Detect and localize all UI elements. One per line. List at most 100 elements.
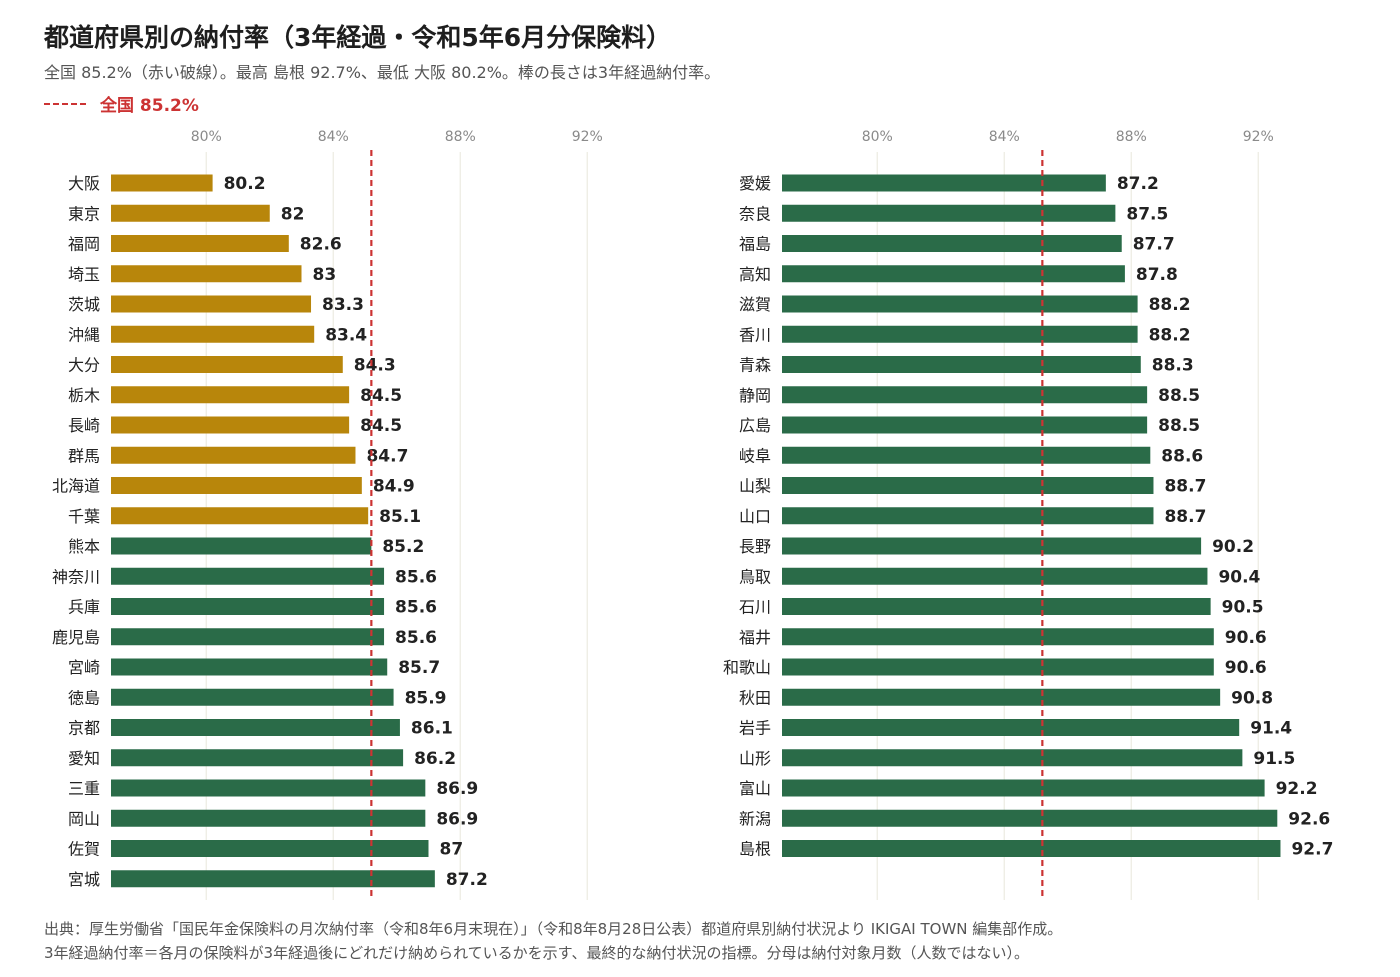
bar-広島 <box>782 416 1148 434</box>
category-label: 長野 <box>739 537 771 556</box>
category-label: 北海道 <box>52 477 100 496</box>
category-label: 広島 <box>739 416 771 435</box>
value-label: 87.7 <box>1133 235 1175 255</box>
value-label: 83.4 <box>325 325 367 345</box>
value-label: 87.8 <box>1136 265 1178 285</box>
value-label: 90.6 <box>1225 658 1267 678</box>
footer-notes: 出典：厚生労働省「国民年金保険料の月次納付率（令和8年6月末現在）」（令和8年8… <box>44 917 1062 965</box>
bar-宮城 <box>111 870 435 888</box>
category-label: 静岡 <box>739 386 771 405</box>
legend: 全国 85.2% <box>44 91 199 116</box>
chart-subtitle: 全国 85.2%（赤い破線）。最高 島根 92.7%、最低 大阪 80.2%。棒… <box>44 63 721 82</box>
value-label: 85.6 <box>395 567 437 587</box>
category-label: 福島 <box>739 235 771 254</box>
bar-福岡 <box>111 235 289 252</box>
value-label: 90.8 <box>1231 688 1273 708</box>
value-label: 90.6 <box>1225 628 1267 648</box>
bar-佐賀 <box>111 840 429 857</box>
bar-秋田 <box>782 688 1221 706</box>
value-label: 85.9 <box>405 688 447 708</box>
bar-大分 <box>111 356 343 373</box>
value-label: 83 <box>313 265 337 285</box>
bar-大阪 <box>111 174 213 192</box>
category-label: 宮城 <box>68 870 100 889</box>
category-label: 愛媛 <box>739 174 771 193</box>
category-label: 京都 <box>68 719 100 738</box>
category-label: 岐阜 <box>739 446 771 465</box>
x-tick-label: 88% <box>1116 129 1147 145</box>
category-label: 東京 <box>68 204 100 223</box>
bar-鹿児島 <box>111 628 385 646</box>
bar-神奈川 <box>111 567 385 585</box>
bar-和歌山 <box>782 658 1214 676</box>
category-label: 福井 <box>739 628 771 647</box>
bar-山形 <box>782 749 1243 767</box>
value-label: 90.5 <box>1222 598 1264 618</box>
category-label: 山形 <box>739 749 771 768</box>
bar-石川 <box>782 598 1211 615</box>
category-label: 長崎 <box>68 416 100 435</box>
definition-note: 3年経過納付率＝各月の保険料が3年経過後にどれだけ納められているかを示す、最終的… <box>44 944 1029 962</box>
bar-愛知 <box>111 749 404 767</box>
category-label: 宮崎 <box>68 658 100 677</box>
category-label: 鳥取 <box>739 567 771 586</box>
value-label: 82.6 <box>300 235 342 255</box>
bar-長野 <box>782 537 1202 555</box>
value-label: 85.2 <box>382 537 424 557</box>
bar-熊本 <box>111 537 372 555</box>
category-label: 三重 <box>68 779 100 798</box>
bar-青森 <box>782 356 1141 373</box>
bar-長崎 <box>111 416 350 434</box>
bar-香川 <box>782 325 1138 343</box>
category-label: 大分 <box>68 356 100 375</box>
x-tick-label: 80% <box>191 129 222 145</box>
value-label: 91.4 <box>1250 719 1292 739</box>
category-label: 島根 <box>739 840 771 859</box>
bar-岡山 <box>111 809 426 827</box>
value-label: 92.7 <box>1291 840 1333 860</box>
value-label: 83.3 <box>322 295 364 315</box>
bar-静岡 <box>782 386 1148 404</box>
value-label: 90.4 <box>1218 567 1260 587</box>
category-label: 埼玉 <box>68 265 100 284</box>
bar-埼玉 <box>111 265 302 283</box>
value-label: 87.2 <box>1117 174 1159 194</box>
category-label: 新潟 <box>739 809 771 828</box>
category-label: 群馬 <box>68 446 100 465</box>
category-label: 千葉 <box>68 507 100 526</box>
category-label: 徳島 <box>68 688 100 707</box>
bar-東京 <box>111 204 270 222</box>
source-note: 出典：厚生労働省「国民年金保険料の月次納付率（令和8年6月末現在）」（令和8年8… <box>44 920 1063 938</box>
category-label: 熊本 <box>68 537 100 556</box>
bar-奈良 <box>782 204 1116 222</box>
legend-label: 全国 85.2% <box>100 96 199 116</box>
value-label: 91.5 <box>1253 749 1295 769</box>
bar-三重 <box>111 779 426 797</box>
value-label: 88.2 <box>1149 295 1191 315</box>
value-label: 88.5 <box>1158 416 1200 436</box>
value-label: 84.7 <box>366 446 408 466</box>
category-label: 茨城 <box>68 295 100 314</box>
value-label: 88.7 <box>1164 507 1206 527</box>
value-label: 88.7 <box>1164 477 1206 497</box>
category-label: 福岡 <box>68 235 100 254</box>
value-label: 82 <box>281 204 305 224</box>
value-label: 85.7 <box>398 658 440 678</box>
x-tick-label: 88% <box>445 129 476 145</box>
value-label: 85.6 <box>395 628 437 648</box>
category-label: 沖縄 <box>68 325 100 344</box>
bar-島根 <box>782 840 1281 857</box>
value-label: 84.5 <box>360 386 402 406</box>
bar-新潟 <box>782 809 1278 827</box>
bar-岩手 <box>782 719 1240 736</box>
bar-徳島 <box>111 688 394 706</box>
category-label: 滋賀 <box>739 295 771 314</box>
bar-北海道 <box>111 477 362 494</box>
category-label: 佐賀 <box>68 840 100 859</box>
value-label: 92.6 <box>1288 809 1330 829</box>
category-label: 高知 <box>739 265 771 284</box>
bar-茨城 <box>111 295 312 313</box>
x-tick-label: 84% <box>318 129 349 145</box>
category-label: 神奈川 <box>52 567 100 586</box>
x-tick-label: 92% <box>1243 129 1274 145</box>
